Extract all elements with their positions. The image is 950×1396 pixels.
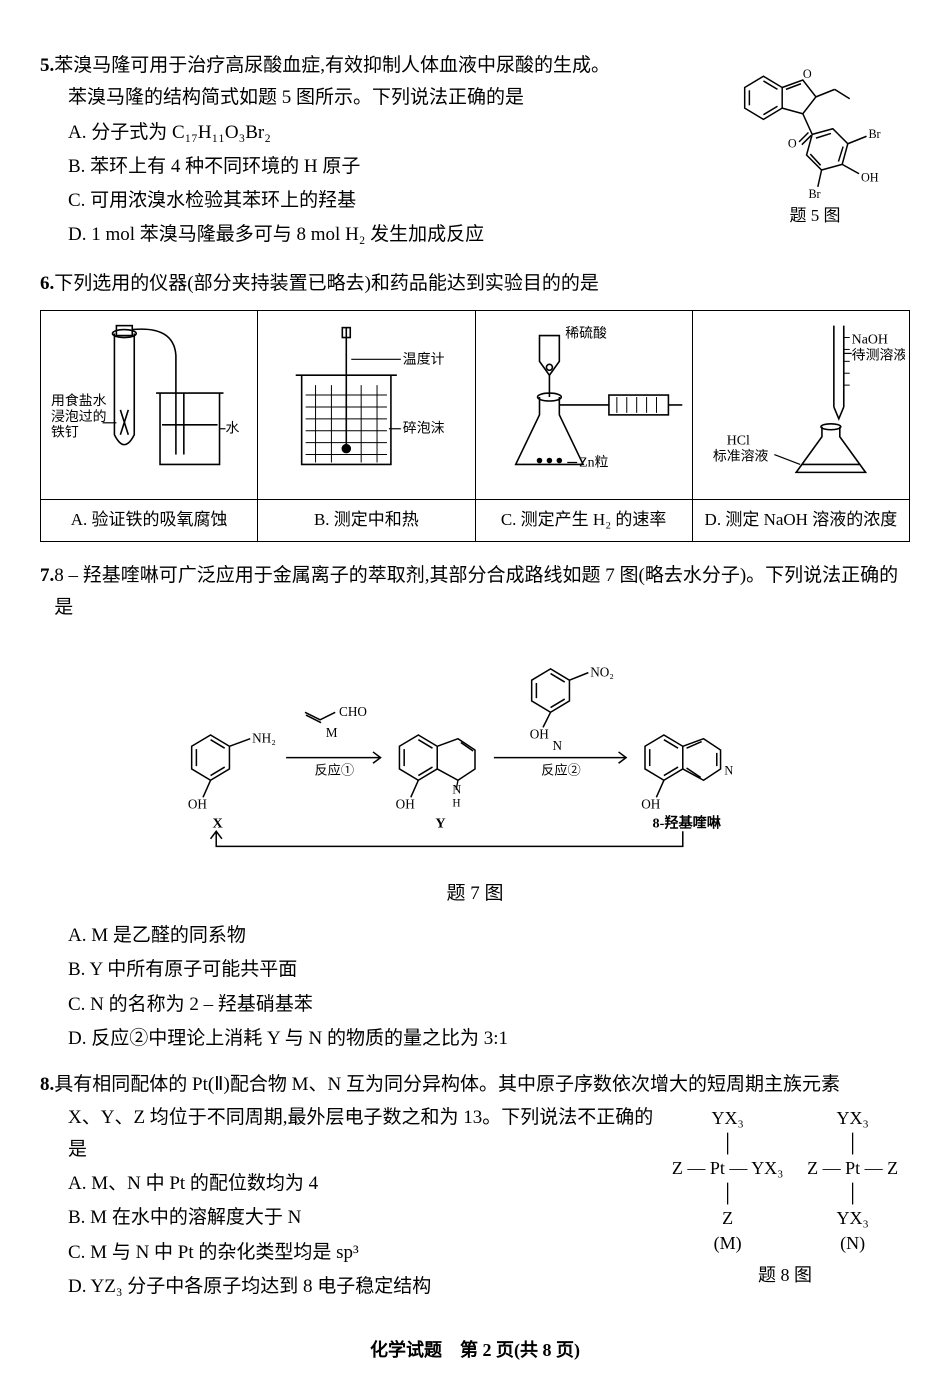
- svg-text:NaOH: NaOH: [851, 333, 887, 348]
- svg-text:稀硫酸: 稀硫酸: [565, 326, 607, 342]
- svg-text:8-羟基喹啉: 8-羟基喹啉: [653, 815, 722, 832]
- benzbromarone-structure-icon: O O Br OH Br: [720, 50, 910, 200]
- q7-option-a: A. M 是乙醛的同系物: [68, 920, 910, 952]
- svg-text:OH: OH: [861, 170, 879, 184]
- q5-figure-caption: 题 5 图: [720, 202, 910, 231]
- svg-text:温度计: 温度计: [403, 351, 445, 367]
- svg-text:Zn粒: Zn粒: [579, 455, 608, 471]
- svg-text:Br: Br: [808, 187, 820, 200]
- question-6: 6. 下列选用的仪器(部分夹持装置已略去)和药品能达到实验目的的是: [40, 268, 910, 542]
- svg-text:NH₂: NH₂: [252, 731, 276, 746]
- svg-text:N: N: [552, 739, 562, 754]
- svg-text:标准溶液: 标准溶液: [713, 449, 769, 465]
- experiment-cell-a: 用食盐水 浸泡过的 铁钉 水: [41, 311, 258, 500]
- svg-text:N: N: [724, 764, 733, 778]
- q8-figure: YX₃ │ Z ― Pt ― YX₃ │ Z (M) YX₃ │ Z ― Pt …: [660, 1106, 910, 1288]
- experiment-caption-d: D. 测定 NaOH 溶液的浓度: [692, 499, 909, 541]
- svg-text:反应①: 反应①: [314, 763, 354, 778]
- svg-text:浸泡过的: 浸泡过的: [51, 409, 107, 425]
- q7-option-b: B. Y 中所有原子可能共平面: [68, 954, 910, 986]
- q7-number: 7.: [40, 560, 54, 592]
- q6-number: 6.: [40, 268, 54, 300]
- q8-figure-caption: 题 8 图: [660, 1263, 910, 1288]
- experiment-table: 用食盐水 浸泡过的 铁钉 水: [40, 310, 910, 542]
- svg-text:HCl: HCl: [727, 434, 750, 449]
- q7-scheme-caption: 题 7 图: [40, 878, 910, 910]
- q7-option-d: D. 反应②中理论上消耗 Y 与 N 的物质的量之比为 3:1: [68, 1023, 910, 1055]
- experiment-cell-d: NaOH 待测溶液 HCl 标准溶液: [692, 311, 909, 500]
- q7-option-c: C. N 的名称为 2 – 羟基硝基苯: [68, 989, 910, 1021]
- svg-text:Y: Y: [435, 816, 445, 832]
- q7-scheme: NH₂ OH X CHO M 反应① N H: [40, 642, 910, 871]
- question-5: O O Br OH Br 题 5 图 5. 苯溴马隆可用于治疗高尿酸血症,有效抑…: [40, 50, 910, 254]
- experiment-caption-a: A. 验证铁的吸氧腐蚀: [41, 499, 258, 541]
- svg-text:X: X: [212, 816, 223, 832]
- svg-text:待测溶液: 待测溶液: [851, 347, 905, 363]
- q5-figure: O O Br OH Br 题 5 图: [720, 50, 910, 231]
- apparatus-d-icon: NaOH 待测溶液 HCl 标准溶液: [697, 315, 905, 485]
- q7-stem: 8 – 羟基喹啉可广泛应用于金属离子的萃取剂,其部分合成路线如题 7 图(略去水…: [54, 560, 910, 625]
- svg-text:H: H: [452, 798, 460, 810]
- svg-text:CHO: CHO: [339, 705, 367, 720]
- svg-text:NO₂: NO₂: [590, 665, 614, 680]
- question-8: 8. 具有相同配体的 Pt(Ⅱ)配合物 M、N 互为同分异构体。其中原子序数依次…: [40, 1069, 910, 1305]
- svg-text:M: M: [326, 725, 338, 740]
- question-7: 7. 8 – 羟基喹啉可广泛应用于金属离子的萃取剂,其部分合成路线如题 7 图(…: [40, 560, 910, 1055]
- experiment-cell-b: 温度计 碎泡沫: [258, 311, 475, 500]
- svg-text:O: O: [788, 137, 797, 151]
- svg-text:反应②: 反应②: [541, 763, 581, 778]
- q6-stem: 下列选用的仪器(部分夹持装置已略去)和药品能达到实验目的的是: [54, 268, 599, 300]
- apparatus-c-icon: 稀硫酸 Zn粒: [480, 315, 688, 485]
- svg-text:OH: OH: [188, 797, 208, 812]
- experiment-caption-b: B. 测定中和热: [258, 499, 475, 541]
- svg-text:用食盐水: 用食盐水: [51, 392, 107, 409]
- synthesis-scheme-icon: NH₂ OH X CHO M 反应① N H: [135, 642, 815, 860]
- svg-text:OH: OH: [396, 797, 416, 812]
- experiment-caption-c: C. 测定产生 H₂ 的速率: [475, 499, 692, 541]
- svg-text:OH: OH: [641, 797, 661, 812]
- q5-stem-line1: 苯溴马隆可用于治疗高尿酸血症,有效抑制人体血液中尿酸的生成。: [54, 50, 610, 82]
- svg-text:O: O: [803, 67, 812, 81]
- experiment-cell-c: 稀硫酸 Zn粒: [475, 311, 692, 500]
- q8-number: 8.: [40, 1069, 54, 1101]
- q8-stem-line1: 具有相同配体的 Pt(Ⅱ)配合物 M、N 互为同分异构体。其中原子序数依次增大的…: [54, 1069, 840, 1101]
- svg-text:OH: OH: [530, 727, 550, 742]
- svg-text:铁钉: 铁钉: [51, 425, 79, 441]
- page-footer: 化学试题 第 2 页(共 8 页): [40, 1335, 910, 1366]
- q5-number: 5.: [40, 50, 54, 82]
- apparatus-a-icon: 用食盐水 浸泡过的 铁钉 水: [45, 315, 253, 485]
- svg-text:Br: Br: [868, 127, 880, 141]
- svg-text:水: 水: [225, 421, 239, 437]
- svg-text:碎泡沫: 碎泡沫: [403, 421, 445, 437]
- apparatus-b-icon: 温度计 碎泡沫: [262, 315, 470, 485]
